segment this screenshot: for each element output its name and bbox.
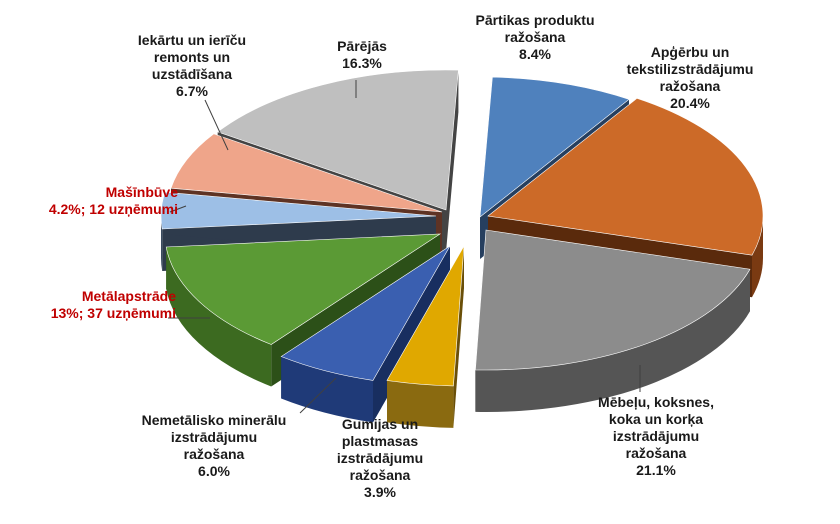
slice-label-line: Gumijas un [341, 416, 419, 432]
slice-label-6: Metālapstrāde 13%; 37 uzņēmumi [51, 288, 176, 322]
slice-label-line: ražošana [625, 445, 687, 461]
slice-label-3: Mēbeļu, koksnes, koka un korķa izstrādājum… [598, 394, 714, 479]
slice-label-line: Mēbeļu, koksnes, [598, 394, 714, 410]
pie-slice-3 [475, 229, 751, 413]
slice-label-line: koka un korķa [608, 411, 704, 427]
slice-label-line: tekstilizstrādājumu [626, 61, 754, 77]
slice-top-7 [160, 191, 437, 230]
slice-top-2 [487, 97, 764, 256]
slice-label-line: 4.2%; 12 uzņēmumi [48, 201, 178, 217]
leader-line-7 [169, 205, 187, 213]
slice-label-line: plastmasas [341, 433, 419, 449]
slice-top-5 [280, 245, 451, 381]
slice-label-line: Nemetālisko minerālu [141, 412, 287, 428]
slice-side-4 [387, 380, 454, 428]
pie-slice-4 [386, 245, 465, 428]
slice-label-line: ražošana [659, 78, 721, 94]
slice-side-6 [166, 247, 272, 387]
slice-label-line: uzstādīšana [151, 66, 233, 82]
slice-label-line: Metālapstrāde [81, 288, 176, 304]
slice-label-line: ražošana [183, 446, 245, 462]
leader-line-8 [204, 99, 229, 151]
slice-label-line: 13%; 37 uzņēmumi [50, 305, 176, 321]
slice-top-3 [475, 229, 751, 371]
slice-label-line: 21.1% [636, 462, 676, 478]
slice-label-line: Pārējās [337, 38, 387, 54]
slice-label-line: izstrādājumu [612, 428, 700, 444]
slice-label-line: 16.3% [342, 55, 382, 71]
slice-label-8: Iekārtu un ierīču remonts un uzstādīšana 6.… [138, 32, 246, 100]
slice-label-line: 8.4% [519, 46, 551, 62]
slice-label-line: izstrādājumu [170, 429, 258, 445]
slice-label-1: Pārtikas produktu ražošana 8.4% [475, 12, 594, 63]
slice-label-line: Pārtikas produktu [475, 12, 595, 28]
slice-top-1 [479, 76, 630, 218]
slice-label-line: ražošana [349, 467, 411, 483]
slice-label-line: 6.7% [176, 83, 208, 99]
slice-label-line: Iekārtu un ierīču [137, 32, 247, 48]
slice-label-line: ražošana [504, 29, 566, 45]
slice-wall-9-2 [446, 70, 459, 252]
leader-line-5 [299, 377, 337, 414]
slice-label-line: 3.9% [364, 484, 396, 500]
slice-side-5 [281, 356, 373, 423]
slice-top-8 [170, 133, 443, 213]
slice-label-2: Apģērbu un tekstilizstrādājumu ražošana 20.… [627, 44, 754, 112]
slice-label-line: remonts un [153, 49, 231, 65]
slice-side-7 [161, 216, 163, 271]
slice-label-4: Gumijas un plastmasas izstrādājumu ražošana… [337, 416, 423, 501]
slice-label-line: Mašīnbūve [105, 184, 178, 200]
slice-label-line: Apģērbu un [650, 44, 730, 60]
slice-top-4 [386, 245, 465, 387]
slice-label-line: izstrādājumu [336, 450, 424, 466]
slice-label-9: Pārējās 16.3% [337, 38, 387, 72]
slice-top-6 [165, 233, 442, 345]
pie-slice-5 [280, 245, 451, 423]
slice-label-7: Mašīnbūve 4.2%; 12 uzņēmumi [49, 184, 178, 218]
slice-label-line: 6.0% [198, 463, 230, 479]
slice-label-line: 20.4% [670, 95, 710, 111]
slice-top-9 [217, 69, 459, 211]
slice-label-5: Nemetālisko minerālu izstrādājumu ražošana… [142, 412, 287, 480]
slice-side-3 [475, 269, 750, 413]
